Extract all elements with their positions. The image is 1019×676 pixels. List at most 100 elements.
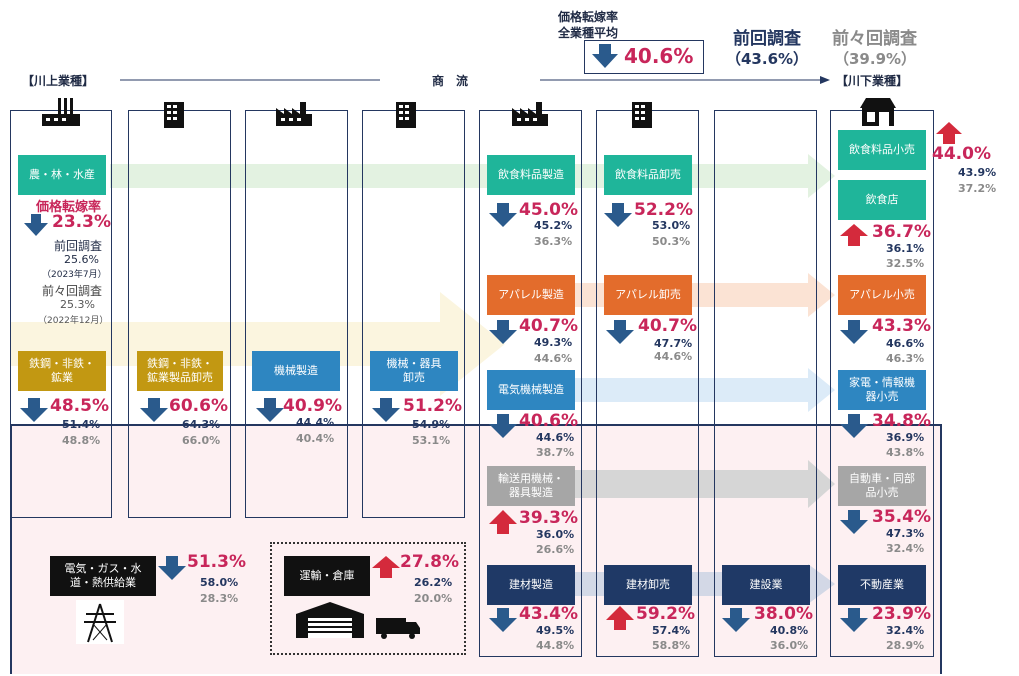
building-mat-wholesale-prev: 57.4%: [652, 624, 691, 637]
truck-icon: [376, 618, 420, 639]
building-mat-mfg-rate: 43.4%: [519, 604, 578, 624]
agri-prev2-title: 前々回調査: [42, 284, 103, 298]
utilities-prev: 58.0%: [200, 576, 239, 589]
transport-eq-mfg-rate: 39.3%: [519, 508, 578, 528]
apparel-retail-rate: 43.3%: [872, 316, 931, 336]
prev-title: 前回調査: [733, 29, 801, 49]
construction-prev: 40.8%: [770, 624, 809, 637]
label-logistics: 運輸・倉庫: [284, 556, 370, 596]
lower-region-background: [10, 424, 942, 674]
transport-eq-mfg-prev: 36.0%: [536, 528, 575, 541]
electronics-retail-down-arrow-icon: [840, 414, 868, 438]
label-steel: 鉄鋼・非鉄・鉱業: [18, 351, 106, 391]
food-mfg-prev2: 36.3%: [534, 235, 573, 248]
label-food-wholesale: 飲食料品卸売: [604, 155, 692, 195]
agri-prev-date: （2023年7月）: [42, 270, 107, 280]
utilities-down-arrow-icon: [158, 556, 186, 580]
office-building-icon-3: [632, 102, 652, 128]
machinery-wholesale-prev: 54.9%: [412, 418, 451, 431]
electronics-retail-prev2: 43.8%: [886, 446, 925, 459]
office-building-icon: [164, 102, 184, 128]
electronics-retail-rate: 34.8%: [872, 411, 931, 431]
label-auto-retail: 自動車・同部品小売: [838, 466, 926, 506]
label-machinery-wholesale: 機械・器具卸売: [370, 351, 458, 391]
electrical-flow-arrow: [560, 368, 835, 412]
upstream-label: 【川上業種】: [22, 74, 95, 88]
factory-chimney-icon: [42, 98, 80, 126]
machinery-wholesale-prev2: 53.1%: [412, 434, 451, 447]
steel-prev: 51.4%: [62, 418, 101, 431]
apparel-mfg-rate: 40.7%: [519, 316, 578, 336]
restaurant-prev: 36.1%: [886, 242, 925, 255]
auto-retail-down-arrow-icon: [840, 510, 868, 534]
building-mat-mfg-prev2: 44.8%: [536, 639, 575, 652]
prev2-value: （39.9%）: [834, 50, 917, 68]
food-mfg-prev: 45.2%: [534, 219, 573, 232]
building-mat-wholesale-rate: 59.2%: [636, 604, 695, 624]
logistics-prev: 26.2%: [414, 576, 453, 589]
electrical-mfg-rate: 40.6%: [519, 411, 578, 431]
utilities-prev2: 28.3%: [200, 592, 239, 605]
real-estate-down-arrow-icon: [840, 608, 868, 632]
agri-rate: 23.3%: [52, 212, 111, 232]
building-mat-mfg-prev: 49.5%: [536, 624, 575, 637]
store-icon: [860, 98, 896, 126]
food-wholesale-prev2: 50.3%: [652, 235, 691, 248]
prev-value: （43.6%）: [726, 50, 809, 68]
prev2-title: 前々回調査: [832, 29, 917, 49]
machinery-down-arrow-icon: [256, 398, 284, 422]
agri-rate-title: 価格転嫁率: [36, 200, 102, 215]
auto-retail-prev: 47.3%: [886, 527, 925, 540]
downstream-label: 【川下業種】: [836, 74, 909, 88]
apparel-mfg-prev: 49.3%: [534, 336, 573, 349]
label-building-mat-mfg: 建材製造: [487, 565, 575, 605]
apparel-wholesale-prev2: 44.6%: [654, 350, 693, 363]
electrical-mfg-prev: 44.6%: [536, 431, 575, 444]
label-utilities: 電気・ガス・水道・熱供給業: [50, 556, 156, 596]
label-restaurant: 飲食店: [838, 180, 926, 220]
label-real-estate: 不動産業: [838, 565, 926, 605]
warehouse-icon: [296, 602, 364, 638]
label-apparel-wholesale: アパレル卸売: [604, 275, 692, 315]
real-estate-prev2: 28.9%: [886, 639, 925, 652]
electrical-mfg-prev2: 38.7%: [536, 446, 575, 459]
construction-down-arrow-icon: [722, 608, 750, 632]
apparel-retail-prev2: 46.3%: [886, 352, 925, 365]
upstream-flow-arrow: [10, 292, 505, 396]
label-machinery: 機械製造: [252, 351, 340, 391]
column-3: [245, 110, 348, 518]
column-4: [362, 110, 465, 518]
apparel-retail-down-arrow-icon: [840, 320, 868, 344]
electronics-retail-prev: 36.9%: [886, 431, 925, 444]
electrical-mfg-down-arrow-icon: [489, 414, 517, 438]
machinery-rate: 40.9%: [283, 396, 342, 416]
food-retail-rate: 44.0%: [932, 144, 991, 164]
apparel-retail-prev: 46.6%: [886, 337, 925, 350]
food-wholesale-prev: 53.0%: [652, 219, 691, 232]
food-retail-prev2: 37.2%: [958, 182, 997, 195]
utilities-rate: 51.3%: [187, 552, 246, 572]
power-tower-icon: [76, 600, 124, 644]
logistics-rate: 27.8%: [400, 552, 459, 572]
label-transport-eq-mfg: 輸送用機械・器具製造: [487, 466, 575, 506]
logistics-up-arrow-icon: [372, 556, 400, 578]
steel-prev2: 48.8%: [62, 434, 101, 447]
construction-rate: 38.0%: [754, 604, 813, 624]
logistics-box: [270, 542, 466, 655]
apparel-wholesale-rate: 40.7%: [638, 316, 697, 336]
factory-icon: [276, 102, 312, 126]
steel-rate: 48.5%: [50, 396, 109, 416]
food-wholesale-rate: 52.2%: [634, 200, 693, 220]
avg-value: 40.6%: [624, 44, 694, 68]
food-mfg-rate: 45.0%: [519, 200, 578, 220]
building-mat-mfg-down-arrow-icon: [489, 608, 517, 632]
label-food-mfg: 飲食料品製造: [487, 155, 575, 195]
restaurant-prev2: 32.5%: [886, 257, 925, 270]
transport-eq-mfg-prev2: 26.6%: [536, 543, 575, 556]
auto-retail-prev2: 32.4%: [886, 542, 925, 555]
label-construction: 建設業: [722, 565, 810, 605]
column-7: [714, 110, 817, 657]
logistics-prev2: 20.0%: [414, 592, 453, 605]
apparel-wholesale-down-arrow-icon: [606, 320, 634, 344]
office-building-icon-2: [396, 102, 416, 128]
